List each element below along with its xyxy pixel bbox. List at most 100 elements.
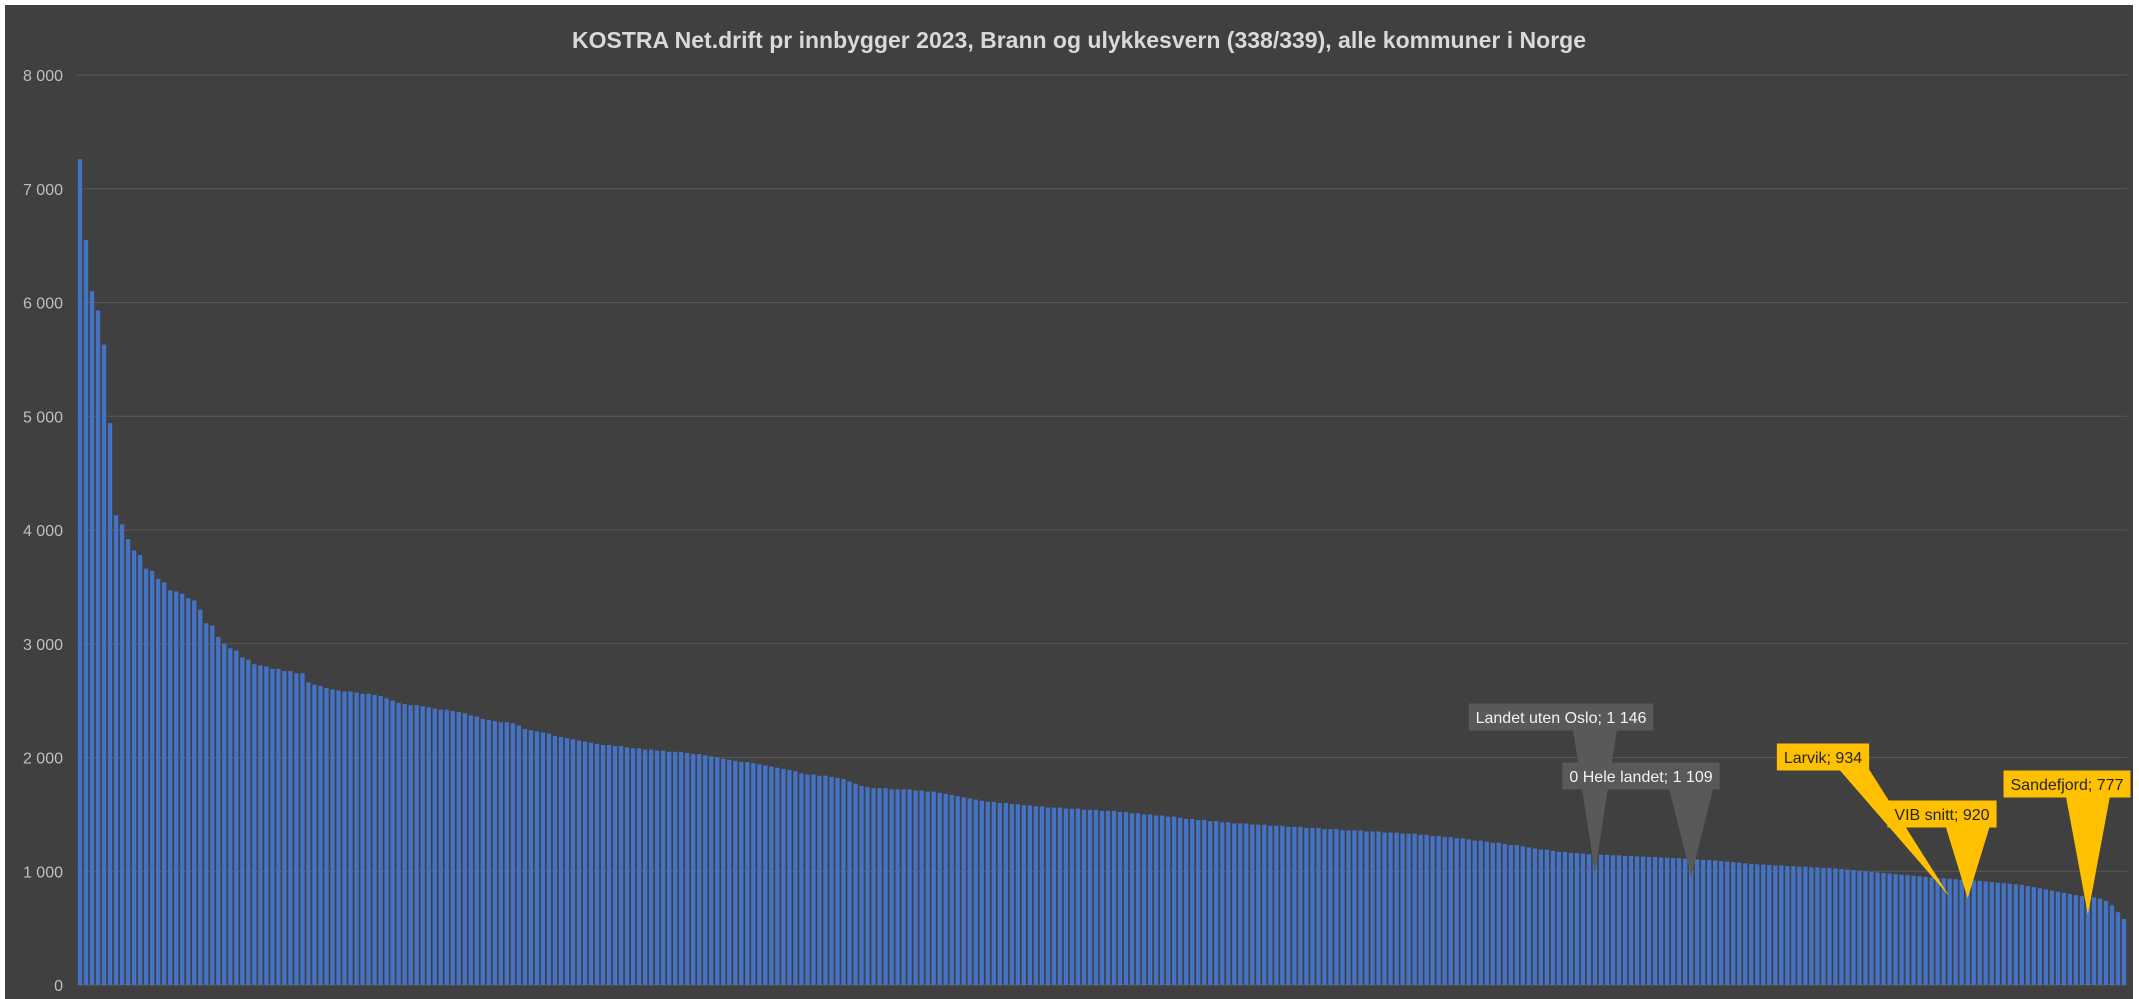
bar (624, 747, 630, 985)
bar (402, 704, 407, 985)
y-tick-label: 1 000 (23, 864, 63, 881)
bar (1280, 825, 1285, 985)
bar (1845, 869, 1850, 985)
bar (1436, 835, 1441, 985)
bar (1418, 834, 1423, 985)
bar (715, 757, 720, 985)
bar (1208, 821, 1213, 985)
callout-label: Sandefjord; 777 (2011, 777, 2124, 794)
bar (113, 515, 119, 985)
bar (1033, 806, 1039, 985)
bar (131, 550, 137, 985)
bar (2025, 886, 2030, 985)
bar (1135, 813, 1141, 985)
bar (1298, 826, 1303, 985)
bar (937, 792, 942, 985)
bar (1352, 830, 1357, 985)
bar (228, 648, 233, 985)
bar (745, 762, 750, 985)
bar (510, 723, 516, 985)
bar (853, 783, 858, 985)
bar (1220, 822, 1225, 985)
bar (1514, 845, 1519, 985)
bar (811, 774, 816, 985)
bar (829, 776, 834, 985)
bar (1105, 810, 1111, 985)
bar (1184, 818, 1189, 985)
bar (1448, 837, 1453, 985)
bar (1165, 816, 1171, 985)
bar (1670, 858, 1676, 985)
bar (1604, 854, 1610, 985)
callout-label: Larvik; 934 (1784, 750, 1862, 767)
callout-box (1887, 800, 1997, 828)
bar (1869, 871, 1874, 985)
bar (1226, 822, 1231, 985)
bar (288, 671, 293, 985)
bar (324, 688, 329, 985)
bar (1292, 826, 1297, 985)
bar (318, 685, 323, 985)
bar (1713, 860, 1718, 985)
bar (1688, 858, 1694, 985)
bar (342, 691, 347, 985)
bar (1725, 861, 1730, 985)
bar (1262, 824, 1267, 985)
y-tick-label: 5 000 (23, 409, 63, 426)
bar (1454, 838, 1459, 985)
callout-label: 0 Hele landet; 1 109 (1569, 769, 1712, 786)
bar (1424, 834, 1429, 985)
bar (1815, 867, 1820, 985)
bar (1628, 855, 1634, 985)
bar (2043, 889, 2049, 985)
callout-box (1468, 703, 1654, 731)
bar (1827, 867, 1832, 985)
bar (1586, 854, 1592, 985)
bar (781, 768, 786, 985)
bar (1322, 829, 1327, 985)
bar (149, 570, 155, 985)
bar (264, 666, 269, 985)
bar (1190, 818, 1195, 985)
bar (1568, 853, 1574, 985)
y-tick-label: 3 000 (23, 637, 63, 654)
bar (1256, 824, 1261, 985)
bar (985, 801, 990, 985)
callout-pointer (2065, 796, 2110, 915)
chart-area: KOSTRA Net.drift pr innbygger 2023, Bran… (5, 5, 2133, 999)
bar (414, 705, 419, 985)
bar (444, 709, 449, 985)
bar (1202, 820, 1207, 985)
bar (95, 310, 101, 985)
bar (654, 750, 660, 985)
bar (1917, 876, 1922, 985)
bar (1214, 821, 1219, 985)
bar (1959, 879, 1964, 985)
bar (89, 291, 95, 985)
bar (426, 707, 431, 985)
bar (582, 741, 588, 985)
bar (1556, 851, 1562, 985)
bar (576, 740, 582, 985)
bar (1159, 815, 1165, 985)
bar (703, 755, 708, 985)
bar (931, 791, 936, 985)
bar (528, 730, 534, 985)
bar (1995, 882, 2000, 985)
bar (2007, 883, 2012, 985)
bar (733, 760, 738, 985)
bar (1111, 810, 1117, 985)
bar (955, 796, 960, 985)
bar (697, 754, 702, 985)
bar (1316, 828, 1321, 985)
bar (1622, 855, 1628, 985)
bar (1334, 829, 1339, 985)
bar (961, 797, 966, 985)
bar (516, 725, 522, 985)
bar (1935, 878, 1940, 985)
bar (1646, 857, 1652, 985)
bar (709, 756, 714, 985)
callout-pointer (1572, 729, 1617, 873)
bar (1021, 805, 1027, 985)
bar (1153, 815, 1159, 985)
